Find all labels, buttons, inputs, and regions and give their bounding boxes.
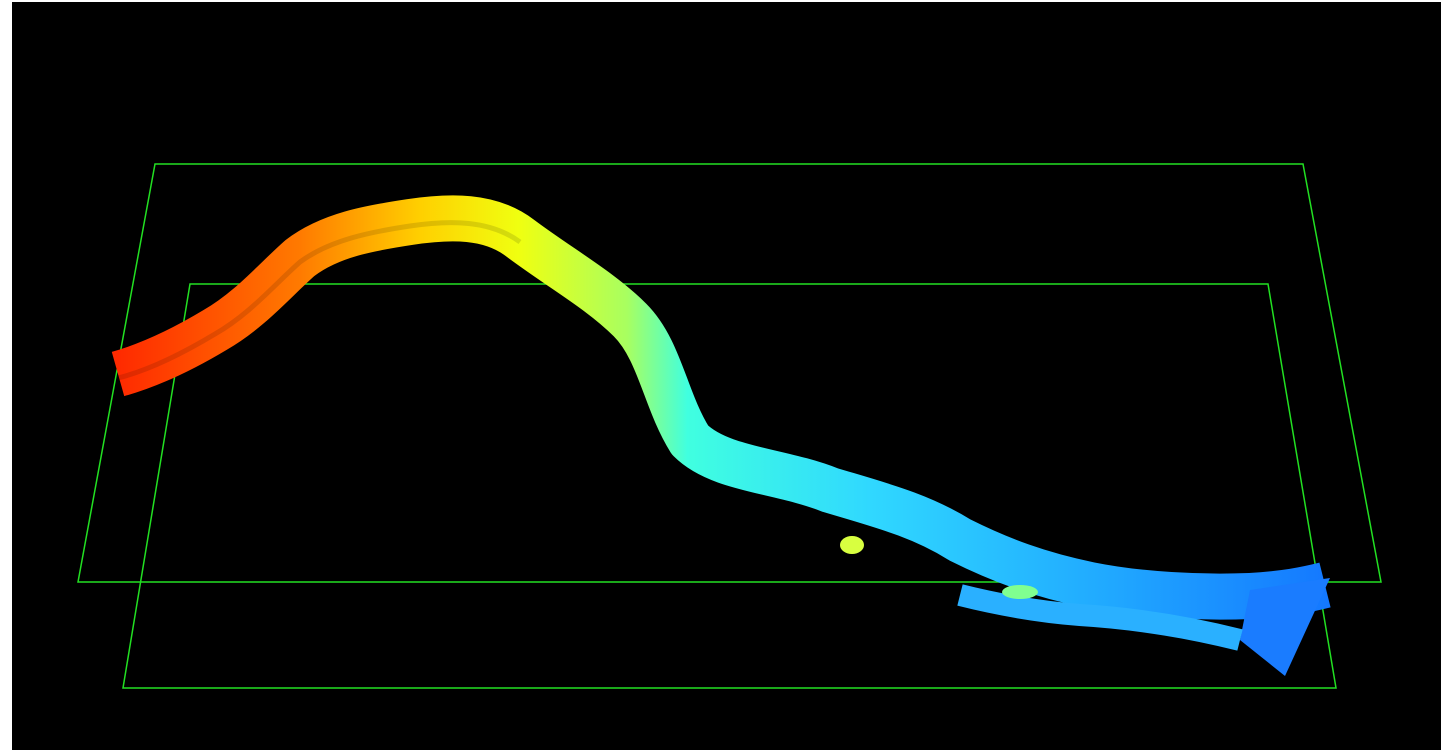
render-view: [0, 0, 1441, 752]
page: [0, 0, 1441, 752]
river-highlight: [840, 536, 864, 554]
river-highlight: [1002, 585, 1038, 599]
